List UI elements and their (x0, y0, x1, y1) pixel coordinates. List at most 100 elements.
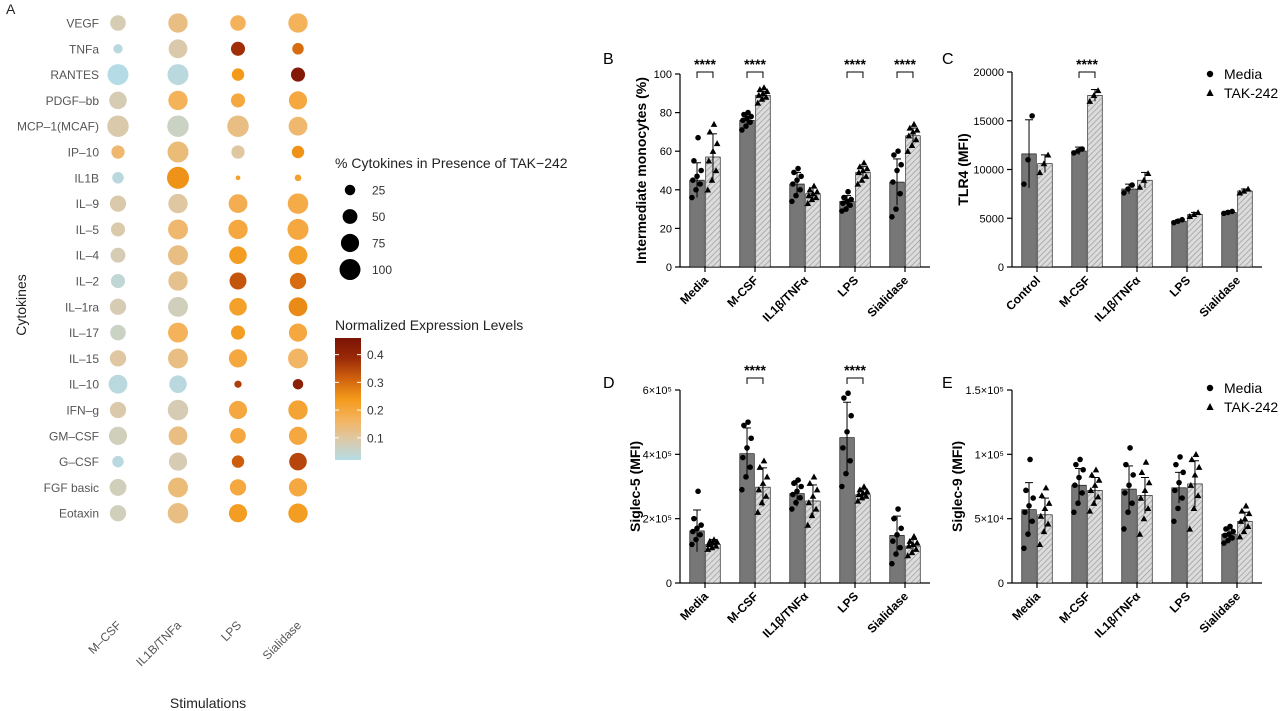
data-point-tak242 (804, 521, 812, 528)
legend-label: Media (1224, 66, 1262, 82)
data-point-media (693, 187, 699, 193)
data-point-tak242 (1240, 187, 1248, 194)
cytokine-bubble (113, 44, 123, 54)
cytokine-bubble (167, 399, 189, 421)
x-tick-label: LPS (835, 589, 861, 615)
data-point-tak242 (712, 167, 720, 174)
data-point-media (747, 119, 753, 126)
data-point-media (794, 177, 800, 183)
x-tick-label: M-CSF (1056, 273, 1093, 310)
cytokine-bubble (288, 503, 308, 523)
data-point-tak242 (813, 486, 821, 493)
significance-label: **** (744, 56, 766, 72)
cytokine-bubble (230, 93, 246, 108)
cytokine-label: FGF basic (44, 481, 99, 495)
stimulation-label: M–CSF (85, 618, 124, 657)
data-point-media (698, 522, 704, 528)
cytokine-bubble (228, 400, 248, 420)
x-tick-label: LPS (1167, 589, 1193, 615)
cytokine-bubble (167, 141, 189, 163)
cytokine-label: IP–10 (68, 146, 100, 160)
data-point-media (1077, 456, 1083, 463)
data-point-tak242 (858, 494, 866, 501)
panel-a-x-axis-title: Stimulations (170, 695, 246, 711)
data-point-tak242 (908, 142, 916, 149)
data-point-tak242 (1186, 213, 1194, 219)
data-point-tak242 (1136, 183, 1144, 190)
cytokine-bubble (109, 91, 127, 110)
data-point-media (694, 173, 700, 180)
cytokine-bubble (288, 116, 308, 136)
data-point-tak242 (1136, 530, 1144, 537)
bar-tak242 (905, 135, 921, 268)
panel-d-bar-chart: D 0 2×10⁵ 4×10⁵ 6×10⁵ Siglec-5 (MFI) Media M-CS… (603, 362, 930, 641)
data-point-media (694, 525, 700, 532)
panel-c-bar-chart: C 0 5000 10000 15000 20000 TLR4 (MFI) Control M-… (942, 51, 1278, 325)
data-point-media (1121, 526, 1127, 532)
data-point-tak242 (908, 549, 916, 556)
stimulation-label: IL1B/TNFa (133, 618, 184, 669)
size-legend-dot (342, 209, 358, 224)
cytokine-bubble (168, 245, 188, 266)
data-point-media (1076, 474, 1082, 481)
data-point-tak242 (1040, 160, 1048, 167)
cytokine-bubble (167, 64, 189, 86)
data-point-media (847, 457, 853, 464)
data-point-tak242 (859, 489, 867, 496)
bar-tak242 (1087, 95, 1103, 268)
data-point-tak242 (1036, 169, 1044, 176)
data-point-media (1023, 487, 1029, 494)
cytokine-bubble (288, 426, 308, 445)
bar-media (739, 120, 755, 268)
data-point-media (1223, 526, 1229, 532)
data-point-tak242 (860, 483, 868, 490)
data-point-media (1130, 472, 1136, 478)
legend-label: TAK-242 (1224, 399, 1278, 415)
data-point-tak242 (862, 492, 870, 499)
cytokine-label: IFN–g (66, 404, 99, 418)
data-point-media (1026, 503, 1032, 509)
data-point-media (698, 167, 704, 174)
data-point-media (889, 560, 895, 567)
data-point-media (1022, 509, 1028, 516)
data-point-tak242 (1190, 505, 1198, 512)
data-point-media (693, 536, 699, 543)
data-point-tak242 (1244, 523, 1252, 530)
cytokine-bubble (110, 273, 126, 289)
data-point-media (895, 506, 901, 512)
x-tick-label: Sialidase (864, 589, 911, 636)
bar-media (1071, 150, 1087, 268)
data-point-tak242 (756, 463, 764, 470)
cytokine-label: IL–2 (76, 275, 100, 289)
cytokine-bubble (294, 174, 302, 182)
data-point-media (697, 531, 703, 538)
y-tick-label: 15000 (973, 116, 1004, 128)
data-point-tak242 (862, 172, 870, 179)
cytokine-bubble (231, 145, 245, 159)
data-point-media (1172, 487, 1178, 494)
data-point-media (793, 192, 799, 199)
data-point-media (847, 202, 853, 209)
data-point-media (797, 494, 803, 501)
cytokine-bubble (168, 452, 188, 471)
data-point-tak242 (713, 538, 721, 545)
data-point-tak242 (910, 533, 918, 539)
data-point-tak242 (805, 499, 813, 506)
data-point-media (894, 167, 900, 174)
significance-bracket (746, 377, 764, 384)
data-point-tak242 (1190, 211, 1198, 217)
data-point-tak242 (812, 505, 820, 512)
data-point-media (894, 531, 900, 538)
data-point-media (695, 134, 701, 141)
cytokine-label: IL–4 (76, 249, 100, 263)
data-point-tak242 (808, 512, 816, 519)
data-point-media (844, 429, 850, 435)
cytokine-bubble (228, 504, 248, 523)
data-point-media (794, 488, 800, 495)
y-tick-label: 40 (660, 185, 672, 197)
data-point-media (798, 483, 804, 490)
y-tick-label: 0 (998, 262, 1004, 274)
stimulation-label: LPS (218, 618, 244, 644)
data-point-media (1230, 528, 1236, 535)
data-point-media (789, 506, 795, 512)
